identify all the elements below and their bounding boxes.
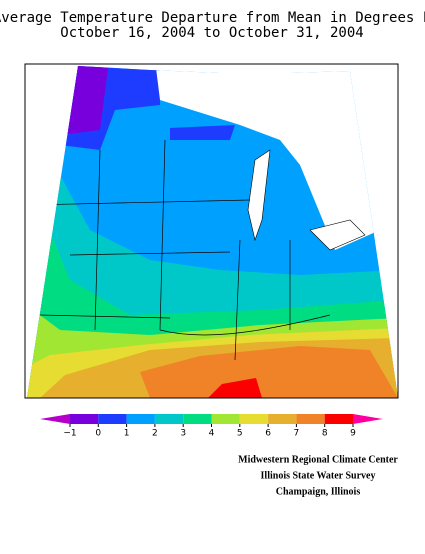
colorbar-segment: [239, 414, 269, 424]
colorbar-segment: [98, 414, 127, 424]
tick-label: 3: [180, 429, 186, 439]
colorbar-segment: [211, 414, 240, 424]
tick-label: −1: [63, 429, 76, 439]
tick-label: 8: [322, 429, 328, 439]
colorbar: −1 0 1 2 3 4 5 6 7 8 9: [40, 414, 383, 439]
map: [27, 66, 398, 398]
colorbar-arrow: [353, 414, 383, 424]
tick-label: 1: [124, 429, 130, 439]
subtitle: October 16, 2004 to October 31, 2004: [60, 25, 363, 41]
tick-label: 0: [95, 429, 101, 439]
colorbar-segment: [70, 414, 99, 424]
colorbar-segment: [154, 414, 184, 424]
tick-label: 2: [152, 429, 158, 439]
colorbar-segment: [296, 414, 325, 424]
tick-label: 9: [350, 429, 356, 439]
tick-label: 4: [209, 429, 215, 439]
colorbar-segment: [268, 414, 297, 424]
credit: Champaign, Illinois: [276, 486, 361, 497]
tick-label: 5: [237, 429, 243, 439]
colorbar-arrow: [40, 414, 70, 424]
colorbar-segment: [126, 414, 155, 424]
map-frame: [24, 63, 399, 399]
colorbar-segment: [183, 414, 212, 424]
credit: Illinois State Water Survey: [261, 470, 376, 481]
tick-label: 6: [265, 429, 271, 439]
credit: Midwestern Regional Climate Center: [238, 454, 398, 465]
title: Average Temperature Departure from Mean …: [0, 10, 425, 26]
tick-label: 7: [294, 429, 300, 439]
colorbar-segment: [324, 414, 353, 424]
